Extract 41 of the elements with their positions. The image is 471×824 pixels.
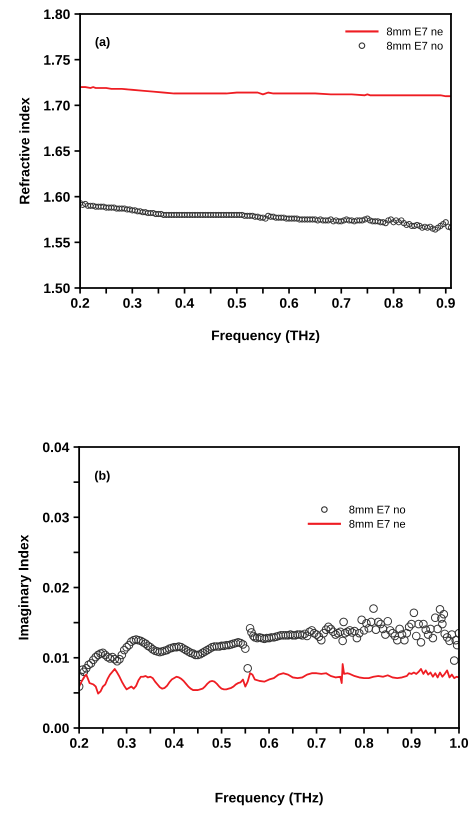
y-tick-label: 1.55 — [44, 238, 70, 248]
annotation: (b) — [94, 470, 110, 482]
y-tick-label: 0.01 — [42, 653, 70, 663]
x-tick-label: 0.7 — [307, 738, 326, 748]
annotation: (a) — [96, 36, 110, 49]
x-axis-title: Frequency (THz) — [212, 330, 320, 344]
legend-label: 8mm E7 no — [349, 506, 406, 514]
x-tick-label: 1.0 — [450, 738, 468, 748]
y-axis-title: Imaginary Index — [18, 534, 32, 640]
x-tick-label: 0.6 — [280, 298, 298, 308]
x-tick-label: 0.2 — [70, 738, 88, 748]
y-tick-label: 1.80 — [44, 9, 70, 20]
x-tick-label: 0.5 — [228, 298, 246, 308]
y-tick-label: 0.00 — [42, 723, 69, 734]
legend-label: 8mm E7 ne — [386, 28, 443, 36]
x-tick-label: 0.8 — [354, 738, 374, 748]
y-tick-label: 1.75 — [44, 55, 70, 65]
line-series — [79, 663, 459, 694]
y-tick-label: 1.60 — [44, 192, 70, 202]
x-tick-label: 0.9 — [402, 738, 421, 748]
y-tick-label: 0.03 — [42, 512, 69, 522]
x-tick-label: 0.2 — [70, 298, 90, 308]
x-tick-label: 0.8 — [384, 298, 403, 308]
x-tick-label: 0.4 — [175, 298, 194, 308]
legend-label: 8mm E7 ne — [349, 520, 406, 528]
y-tick-label: 1.70 — [44, 100, 70, 111]
x-tick-label: 0.3 — [123, 298, 142, 308]
x-tick-label: 0.6 — [260, 738, 278, 748]
x-tick-label: 0.7 — [332, 298, 350, 308]
line-series — [80, 86, 451, 98]
y-tick-label: 1.50 — [44, 283, 70, 294]
y-tick-label: 0.04 — [42, 442, 70, 452]
x-tick-label: 0.4 — [164, 738, 184, 748]
x-tick-label: 0.9 — [436, 298, 455, 308]
y-tick-label: 1.65 — [44, 146, 70, 156]
legend-label: 8mm E7 no — [386, 42, 443, 50]
x-axis-title: Frequency (THz) — [216, 792, 323, 806]
x-tick-label: 0.5 — [212, 738, 231, 748]
x-tick-label: 0.3 — [118, 738, 136, 748]
y-tick-label: 0.02 — [42, 582, 69, 593]
y-axis-title: Refractive index — [19, 97, 30, 204]
